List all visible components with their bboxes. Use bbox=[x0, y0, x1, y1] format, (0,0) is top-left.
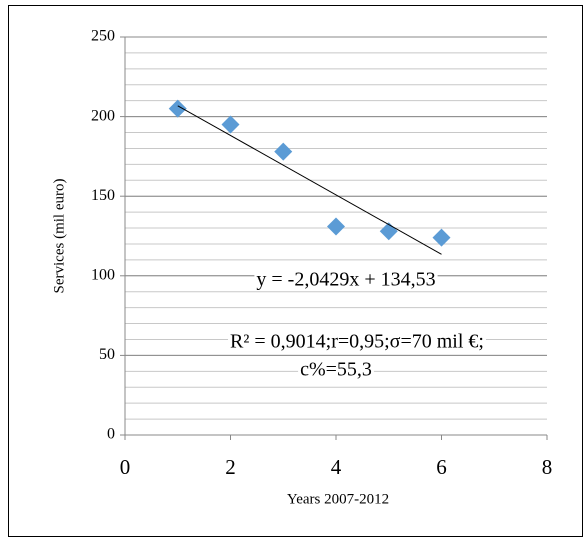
annotation-background bbox=[298, 358, 374, 381]
x-tick-label: 0 bbox=[120, 455, 131, 479]
x-tick-label: 4 bbox=[331, 455, 342, 479]
data-point bbox=[221, 115, 240, 134]
y-tick-label: 100 bbox=[91, 266, 115, 283]
data-point bbox=[274, 142, 293, 161]
y-tick-label: 0 bbox=[107, 426, 115, 443]
x-axis-label: Years 2007-2012 bbox=[287, 491, 389, 507]
annotation: R² = 0,9014;r=0,95;σ=70 mil €; bbox=[230, 331, 484, 353]
annotation-background bbox=[254, 268, 438, 291]
x-tick-label: 2 bbox=[225, 455, 236, 479]
data-point bbox=[168, 99, 187, 118]
y-tick-label: 150 bbox=[91, 187, 115, 204]
annotation: y = -2,0429x + 134,53 bbox=[256, 269, 435, 291]
data-point bbox=[432, 228, 451, 247]
x-tick-label: 6 bbox=[436, 455, 447, 479]
annotation-background bbox=[228, 330, 486, 353]
y-tick-label: 50 bbox=[99, 346, 115, 363]
x-tick-label: 8 bbox=[542, 455, 553, 479]
y-tick-label: 250 bbox=[91, 28, 115, 45]
trendline bbox=[177, 105, 442, 255]
y-axis-label: Services (mil euro) bbox=[51, 179, 67, 294]
annotation: c%=55,3 bbox=[300, 359, 372, 381]
y-tick-label: 200 bbox=[91, 107, 115, 124]
data-point bbox=[327, 217, 345, 236]
